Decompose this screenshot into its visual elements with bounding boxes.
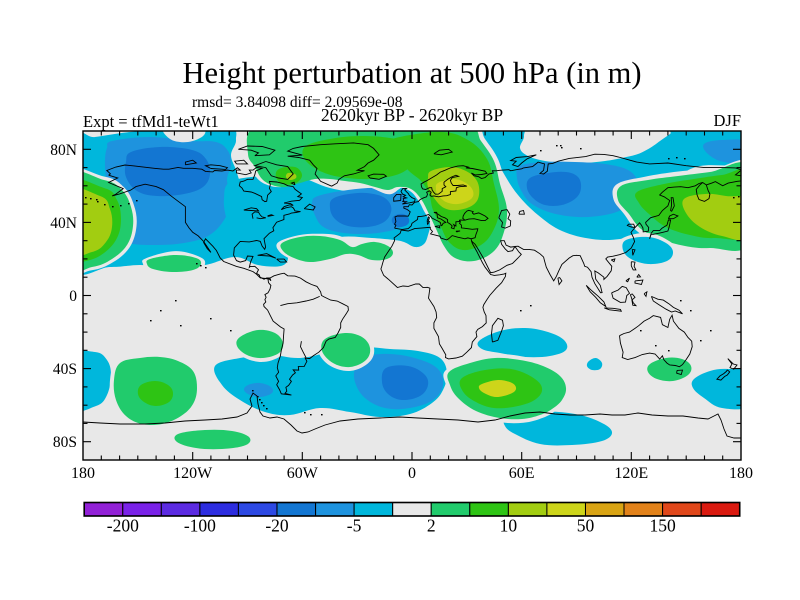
svg-text:180: 180 <box>71 465 95 482</box>
svg-text:2620kyr BP - 2620kyr BP: 2620kyr BP - 2620kyr BP <box>321 105 503 125</box>
svg-text:40S: 40S <box>53 361 77 378</box>
svg-text:0: 0 <box>69 288 77 305</box>
svg-text:40N: 40N <box>50 215 77 232</box>
svg-text:60E: 60E <box>509 465 535 482</box>
svg-text:120W: 120W <box>173 465 213 482</box>
svg-text:0: 0 <box>408 465 416 482</box>
svg-text:2: 2 <box>427 516 436 536</box>
svg-text:-5: -5 <box>347 516 362 536</box>
svg-text:Height perturbation at 500 hPa: Height perturbation at 500 hPa (in m) <box>182 56 641 90</box>
svg-text:80S: 80S <box>53 434 77 451</box>
svg-text:60W: 60W <box>287 465 319 482</box>
svg-text:150: 150 <box>649 516 676 536</box>
svg-text:120E: 120E <box>614 465 648 482</box>
svg-text:-20: -20 <box>265 516 289 536</box>
svg-text:-200: -200 <box>107 516 139 536</box>
svg-text:-100: -100 <box>184 516 216 536</box>
svg-text:180: 180 <box>729 465 753 482</box>
svg-text:10: 10 <box>500 516 518 536</box>
svg-text:50: 50 <box>577 516 595 536</box>
svg-text:rmsd= 3.84098 diff= 2.09569e-0: rmsd= 3.84098 diff= 2.09569e-08 <box>192 94 403 111</box>
svg-text:Expt = tfMd1-teWt1: Expt = tfMd1-teWt1 <box>83 112 219 131</box>
svg-text:DJF: DJF <box>713 111 741 130</box>
svg-text:80N: 80N <box>50 142 77 159</box>
